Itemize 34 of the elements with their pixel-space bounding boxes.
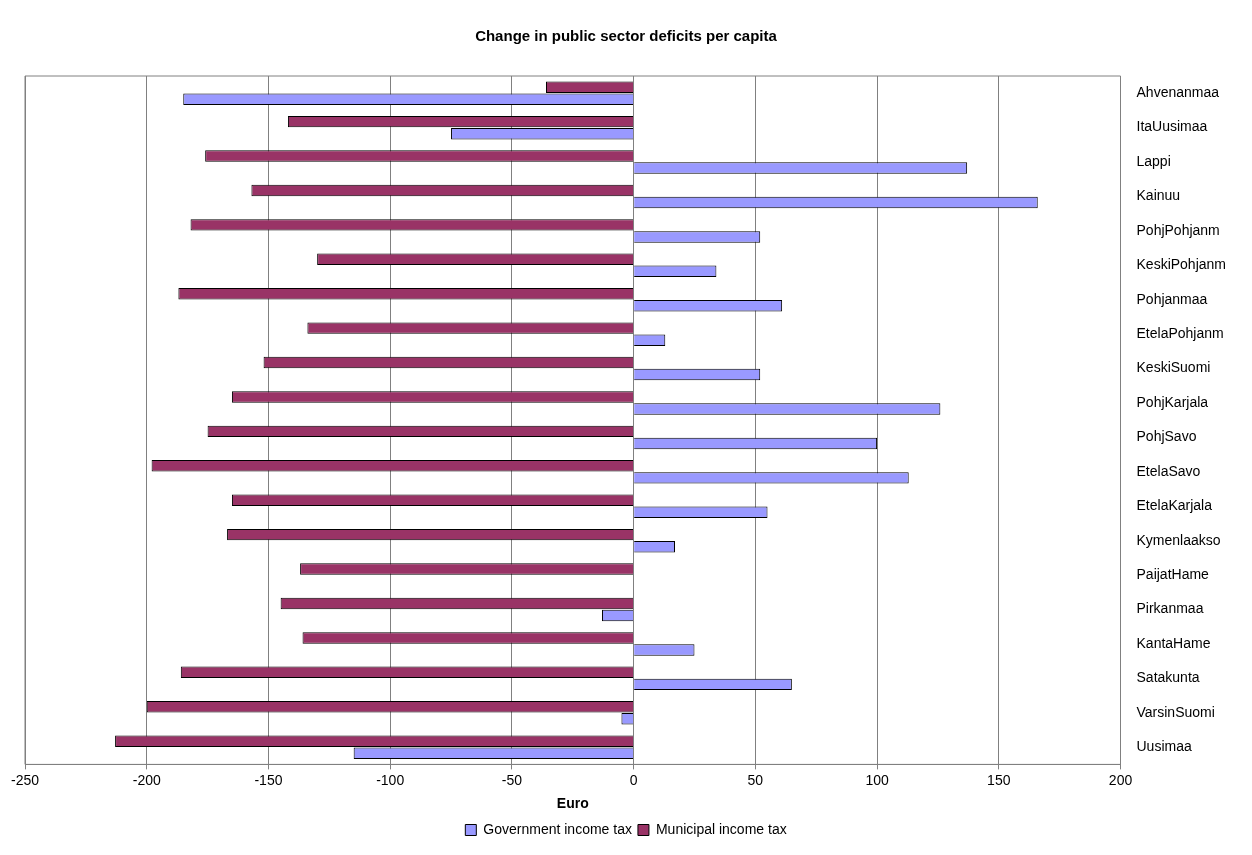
y-tick-label: ItaUusimaa — [1136, 118, 1208, 135]
legend-label: Government income tax — [483, 820, 632, 837]
y-tick-label: KantaHame — [1136, 634, 1211, 651]
y-tick-label: KeskiPohjanm — [1136, 256, 1227, 273]
y-tick-label: Kainuu — [1136, 187, 1181, 204]
x-axis-title: Euro — [556, 795, 589, 812]
y-tick-label: PaijatHame — [1136, 565, 1210, 582]
x-tick-label: 0 — [629, 771, 638, 788]
y-tick-label: PohjPohjanm — [1136, 221, 1220, 238]
x-tick-label: 100 — [865, 771, 889, 788]
y-tick-label: Ahvenanmaa — [1136, 84, 1220, 101]
y-tick-label: Pohjanmaa — [1136, 290, 1208, 307]
y-tick-label: EtelaPohjanm — [1136, 325, 1224, 342]
x-tick-label: 150 — [987, 771, 1011, 788]
x-tick-label: 200 — [1108, 771, 1133, 788]
y-tick-label: Satakunta — [1136, 669, 1200, 686]
y-tick-label: Uusimaa — [1136, 738, 1192, 755]
y-tick-label: VarsinSuomi — [1136, 703, 1215, 720]
x-tick-label: -100 — [376, 771, 405, 788]
x-tick-label: -50 — [501, 771, 523, 788]
chart-title: Change in public sector deficits per capita — [475, 27, 778, 45]
y-tick-label: EtelaKarjala — [1136, 497, 1213, 514]
y-tick-label: KeskiSuomi — [1136, 359, 1211, 376]
y-tick-label: EtelaSavo — [1136, 462, 1201, 479]
y-tick-label: Lappi — [1136, 152, 1171, 169]
y-tick-label: Pirkanmaa — [1136, 600, 1204, 617]
x-tick-label: -150 — [254, 771, 283, 788]
x-tick-label: 50 — [747, 771, 764, 788]
legend-label: Municipal income tax — [655, 820, 787, 837]
y-tick-label: PohjKarjala — [1136, 393, 1209, 410]
x-tick-label: -250 — [10, 771, 40, 788]
y-tick-label: PohjSavo — [1136, 428, 1197, 445]
x-tick-label: -200 — [132, 771, 161, 788]
y-tick-label: Kymenlaakso — [1136, 531, 1221, 548]
